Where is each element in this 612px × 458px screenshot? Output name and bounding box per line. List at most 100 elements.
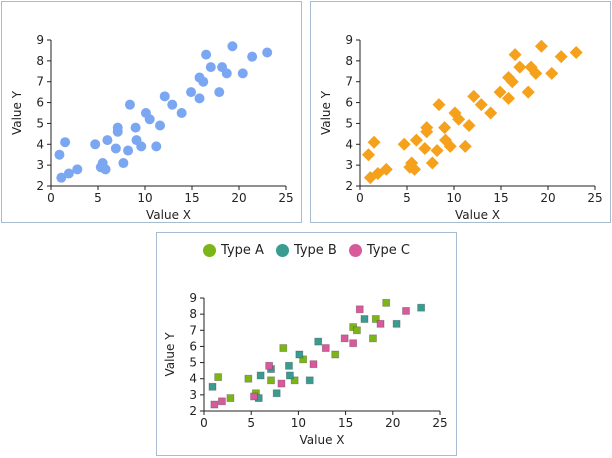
data-point	[90, 139, 101, 150]
x-tick-label: 0	[200, 416, 208, 430]
x-axis-label: Value X	[300, 433, 345, 447]
data-point	[521, 85, 535, 99]
x-tick-label: 5	[94, 191, 102, 205]
data-point	[72, 164, 83, 175]
x-tick-label: 15	[338, 416, 353, 430]
data-point	[144, 114, 155, 125]
y-tick-label: 7	[189, 323, 197, 337]
data-point	[54, 149, 65, 160]
y-tick-label: 9	[189, 291, 197, 305]
data-point	[214, 373, 223, 382]
x-tick-label: 15	[493, 191, 508, 205]
data-point	[554, 50, 568, 64]
data-point	[340, 334, 349, 343]
y-tick-label: 5	[189, 356, 197, 370]
data-point	[474, 98, 488, 112]
data-point	[430, 144, 444, 158]
data-point	[262, 47, 273, 58]
data-point	[159, 91, 170, 102]
y-tick-label: 5	[36, 116, 44, 130]
data-point	[130, 122, 141, 133]
legend-item-type-a: Type A	[203, 243, 264, 258]
data-point	[176, 108, 187, 118]
data-point	[397, 137, 411, 151]
data-point	[151, 141, 162, 152]
x-axis-label: Value X	[455, 208, 500, 222]
y-tick-label: 3	[189, 388, 197, 402]
data-point	[467, 89, 481, 103]
data-point	[295, 350, 304, 359]
y-tick-label: 4	[345, 137, 353, 151]
x-axis-label: Value X	[146, 208, 191, 222]
y-tick-label: 2	[189, 404, 197, 418]
data-point	[505, 75, 519, 89]
data-point	[201, 49, 212, 60]
x-tick-label: 10	[137, 191, 152, 205]
data-point	[244, 374, 253, 383]
data-point	[226, 394, 235, 402]
data-point	[112, 122, 123, 133]
legend-item-type-c: Type C	[348, 243, 410, 258]
x-tick-label: 5	[247, 416, 255, 430]
legend: Type A Type B Type C	[157, 243, 456, 258]
data-point	[265, 361, 274, 370]
data-point	[524, 60, 538, 74]
data-point	[227, 41, 238, 52]
data-point	[290, 376, 299, 385]
data-point	[361, 148, 375, 162]
chart-1-svg: 0 5 10 15 20 25 2 3 4 5 6 7 8 9 Value X Value Y	[10, 33, 294, 222]
y-tick-label: 8	[345, 54, 353, 68]
data-point	[100, 164, 111, 175]
y-tick-label: 7	[36, 75, 44, 89]
data-point	[136, 141, 147, 152]
data-point	[247, 51, 258, 62]
data-point	[63, 168, 74, 179]
data-point	[110, 143, 121, 154]
legend-label-type-b: Type B	[293, 243, 337, 258]
data-point	[198, 76, 209, 87]
data-point	[267, 376, 275, 385]
data-point	[299, 355, 308, 364]
data-point	[314, 337, 323, 346]
x-tick-label: 10	[446, 191, 461, 205]
data-point	[417, 303, 426, 312]
data-point	[371, 315, 380, 323]
data-point	[309, 360, 318, 369]
legend-swatch-type-a	[203, 244, 217, 257]
data-point	[205, 62, 216, 73]
data-point	[56, 172, 67, 183]
scatter-chart-by-type: Type A Type B Type C 0 5 10 15 20 25 2 3 4 5 6 7 8 9 V…	[156, 232, 457, 456]
data-point	[167, 99, 178, 110]
data-point	[534, 39, 548, 53]
x-tick-label: 15	[184, 191, 199, 205]
x-tick-label: 25	[587, 191, 602, 205]
data-point	[418, 141, 432, 155]
y-axis-label: Value Y	[319, 90, 333, 135]
data-point	[405, 156, 419, 170]
data-point	[60, 137, 71, 148]
data-point	[305, 376, 314, 385]
data-point	[382, 298, 391, 307]
data-point	[438, 121, 452, 135]
data-point	[194, 93, 205, 104]
chart-2-svg: 0 5 10 15 20 25 2 3 4 5 6 7 8 9 Value X Value Y	[319, 33, 603, 222]
data-point	[355, 305, 364, 314]
data-point	[376, 319, 385, 328]
data-point	[508, 48, 522, 62]
legend-swatch-type-c	[348, 244, 362, 257]
y-tick-label: 6	[36, 96, 44, 110]
y-tick-label: 6	[345, 96, 353, 110]
data-point	[443, 139, 457, 153]
y-tick-label: 8	[36, 54, 44, 68]
y-tick-label: 4	[36, 137, 44, 151]
data-point	[277, 379, 286, 388]
data-point	[420, 121, 434, 135]
data-point	[432, 98, 446, 112]
data-point	[256, 371, 265, 380]
data-point	[452, 112, 466, 126]
data-point	[250, 392, 258, 401]
y-tick-label: 2	[345, 179, 353, 193]
data-point	[367, 135, 381, 149]
data-point	[502, 91, 516, 105]
data-point	[186, 87, 197, 98]
